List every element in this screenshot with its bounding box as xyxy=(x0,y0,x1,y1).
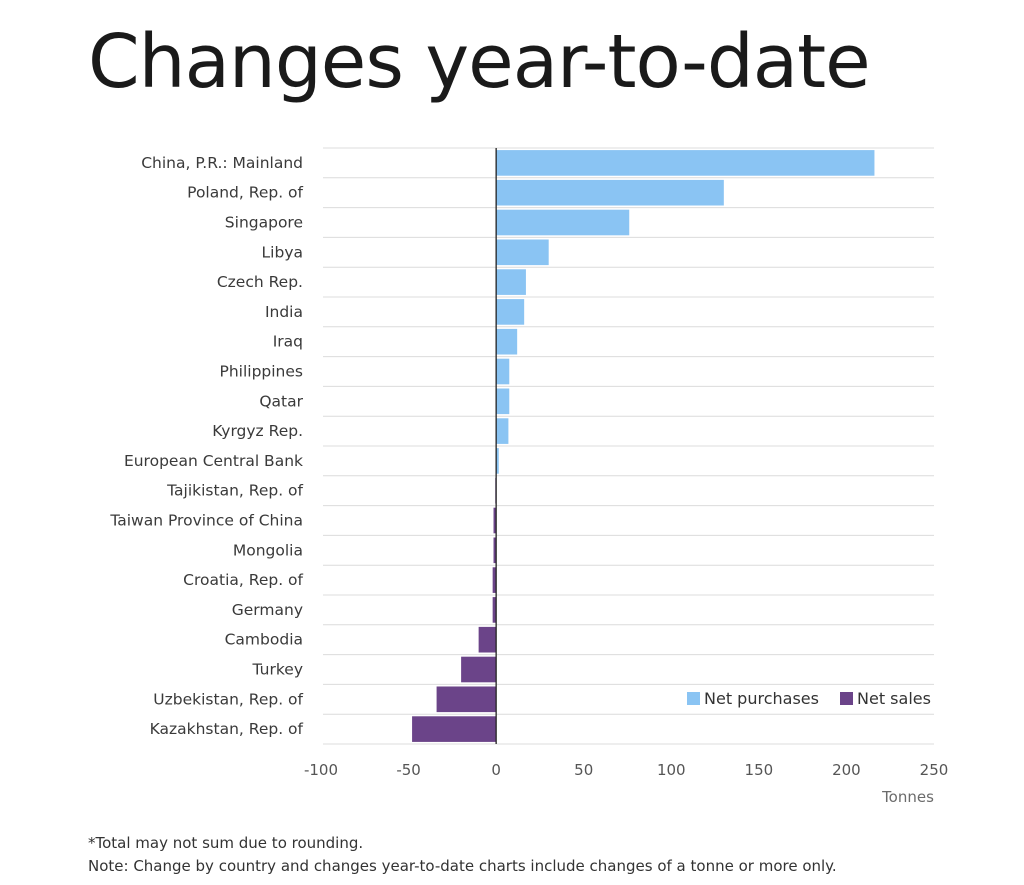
x-tick-label: 100 xyxy=(657,761,686,779)
category-label: Germany xyxy=(232,601,303,619)
category-label: Kazakhstan, Rep. of xyxy=(150,720,304,738)
bar-singapore xyxy=(496,209,630,236)
category-label: Uzbekistan, Rep. of xyxy=(153,690,303,708)
legend-swatch-net-purchases xyxy=(687,692,700,705)
x-tick-label: -100 xyxy=(304,761,338,779)
bar-taiwan-province-of-china xyxy=(493,507,497,534)
x-axis-title: Tonnes xyxy=(881,788,934,806)
bar-croatia-rep-of xyxy=(492,567,497,593)
chart: China, P.R.: Mainland Poland, Rep. of Sing… xyxy=(109,147,948,806)
category-label: European Central Bank xyxy=(124,452,303,470)
category-label: Taiwan Province of China xyxy=(109,512,303,530)
bar-turkey xyxy=(461,656,497,683)
x-tick-label: 50 xyxy=(574,761,593,779)
category-label: Czech Rep. xyxy=(217,273,303,291)
bar-libya xyxy=(496,239,549,266)
bar-poland-rep-of xyxy=(496,179,724,206)
category-labels: China, P.R.: Mainland Poland, Rep. of Sing… xyxy=(109,154,303,738)
bar-iraq xyxy=(496,328,518,355)
legend-label-net-sales: Net sales xyxy=(857,689,931,708)
category-label: Turkey xyxy=(252,661,303,679)
bar-germany xyxy=(492,597,497,623)
x-tick-label: 0 xyxy=(491,761,501,779)
category-label: Philippines xyxy=(219,363,303,381)
category-label: Croatia, Rep. of xyxy=(183,571,303,589)
footnote-note: Note: Change by country and changes year… xyxy=(88,857,837,875)
legend: Net purchases Net sales xyxy=(687,689,931,708)
category-label: Iraq xyxy=(273,333,303,351)
bar-india xyxy=(496,299,525,325)
category-label: China, P.R.: Mainland xyxy=(141,154,303,172)
bar-cambodia xyxy=(478,626,497,653)
x-tick-label: 200 xyxy=(832,761,861,779)
x-axis: -100 -50 0 50 100 150 200 250 xyxy=(304,148,948,779)
bar-kyrgyz-rep xyxy=(496,418,509,444)
bars xyxy=(412,150,875,742)
bar-kazakhstan-rep-of xyxy=(412,716,497,742)
footnote-rounding: *Total may not sum due to rounding. xyxy=(88,834,364,852)
category-label: Cambodia xyxy=(225,631,303,649)
category-label: Singapore xyxy=(225,214,303,232)
chart-title: Changes year-to-date xyxy=(88,19,871,105)
category-label: Poland, Rep. of xyxy=(187,184,303,202)
bar-mongolia xyxy=(493,537,497,564)
category-label: Libya xyxy=(262,243,303,261)
category-label: Tajikistan, Rep. of xyxy=(166,482,303,500)
bar-european-central-bank xyxy=(496,448,499,474)
bar-china-p-r-mainland xyxy=(496,150,875,176)
x-tick-label: 250 xyxy=(920,761,949,779)
category-label: Kyrgyz Rep. xyxy=(212,422,303,440)
x-tick-label: 150 xyxy=(745,761,774,779)
gridlines xyxy=(323,147,934,745)
bar-philippines xyxy=(496,358,510,385)
bar-qatar xyxy=(496,388,510,415)
bar-czech-rep xyxy=(496,269,526,295)
bar-uzbekistan-rep-of xyxy=(436,686,497,713)
category-label: Qatar xyxy=(259,392,303,410)
legend-swatch-net-sales xyxy=(840,692,853,705)
legend-label-net-purchases: Net purchases xyxy=(704,689,819,708)
x-tick-label: -50 xyxy=(396,761,421,779)
category-label: Mongolia xyxy=(233,541,303,559)
category-label: India xyxy=(265,303,303,321)
